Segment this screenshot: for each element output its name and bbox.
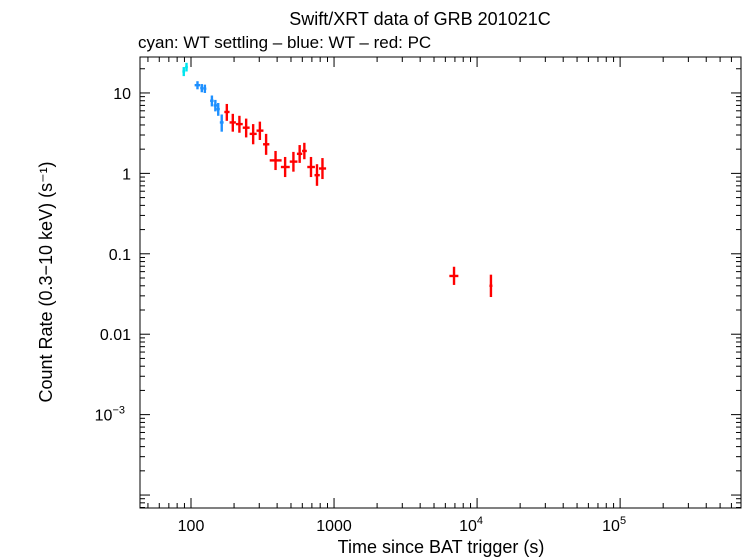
series-wt-settling [182, 62, 188, 77]
data-point [449, 266, 459, 285]
data-point [256, 121, 264, 141]
data-point [210, 95, 214, 107]
data-point [263, 133, 270, 155]
y-axis: 10 1 0.1 0.01 10−3 [95, 68, 741, 508]
data-point [249, 124, 257, 145]
data-point [216, 103, 220, 116]
series-pc [224, 103, 493, 298]
y-tick-label: 10 [113, 86, 131, 103]
chart-title: Swift/XRT data of GRB 201021C [289, 9, 550, 29]
data-point [280, 156, 290, 178]
data-point [229, 113, 236, 132]
data-point [296, 145, 303, 163]
data-point [242, 118, 250, 138]
chart-subtitle: cyan: WT settling – blue: WT – red: PC [138, 33, 431, 52]
data-point [314, 164, 320, 186]
data-point [269, 150, 282, 171]
data-point [185, 62, 188, 72]
data-point [213, 99, 218, 112]
data-point [289, 151, 298, 172]
x-tick-label: 105 [602, 515, 626, 535]
data-point [194, 81, 201, 90]
data-point [489, 274, 493, 298]
data-series [182, 62, 493, 298]
data-point [200, 84, 204, 93]
y-tick-label: 10−3 [95, 405, 125, 425]
data-point [302, 142, 307, 160]
data-point [219, 114, 224, 132]
x-axis: 100 1000 104 105 [147, 57, 742, 535]
y-tick-label: 0.1 [109, 247, 131, 264]
x-tick-label: 100 [178, 518, 205, 535]
data-point [307, 156, 315, 178]
data-point [224, 103, 230, 121]
x-tick-label: 104 [459, 515, 483, 535]
plot-frame [139, 56, 742, 509]
data-point [235, 115, 243, 133]
data-point [319, 158, 327, 180]
x-axis-label: Time since BAT trigger (s) [338, 537, 545, 557]
data-point [203, 84, 207, 93]
series-wt [194, 81, 224, 132]
y-axis-label: Count Rate (0.3−10 keV) (s⁻¹) [36, 161, 56, 402]
data-point [182, 67, 186, 77]
x-tick-label: 1000 [316, 518, 352, 535]
y-tick-label: 0.01 [100, 327, 131, 344]
y-tick-label: 1 [122, 166, 131, 183]
